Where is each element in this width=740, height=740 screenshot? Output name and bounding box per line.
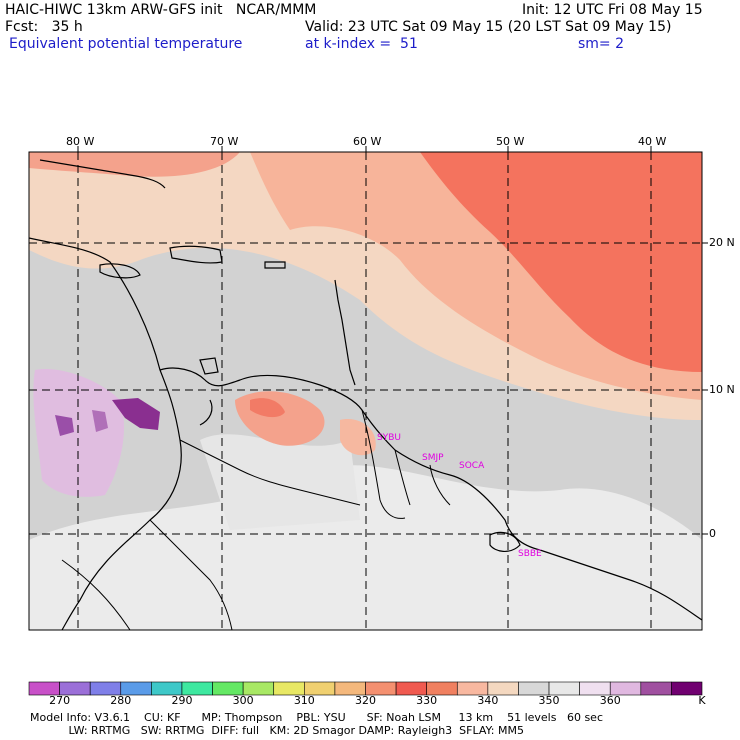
- lon-ticks: [77, 146, 652, 152]
- field-region-salmon-nw: [29, 152, 240, 177]
- model-info-line2: LW: RRTMG SW: RRTMG DIFF: full KM: 2D Sm…: [30, 724, 524, 737]
- forecast-hour: Fcst: 35 h: [5, 19, 83, 35]
- colorbar-tick-label: 290: [171, 694, 193, 707]
- lon-label-80w: 80 W: [66, 135, 95, 148]
- lat-label-20n: 20 N: [709, 236, 735, 249]
- colorbar-tick-label: 280: [110, 694, 132, 707]
- station-sbbe: SBBE: [518, 549, 542, 559]
- field-region-colombia-light: [33, 369, 125, 497]
- colorbar-tick-label: 300: [232, 694, 254, 707]
- lat-label-0: 0: [709, 527, 716, 540]
- lon-label-70w: 70 W: [210, 135, 239, 148]
- colorbar: [28, 681, 703, 696]
- model-title: HAIC-HIWC 13km ARW-GFS init NCAR/MMM: [5, 2, 317, 18]
- init-time: Init: 12 UTC Fri 08 May 15: [522, 2, 703, 18]
- colorbar-tick-label: 270: [49, 694, 71, 707]
- station-sybu: SYBU: [377, 433, 401, 443]
- colorbar-tick-label: 310: [293, 694, 315, 707]
- colorbar-swatch: [671, 681, 703, 696]
- colorbar-swatch: [640, 681, 672, 696]
- lon-label-40w: 40 W: [638, 135, 667, 148]
- colorbar-tick-label: 350: [538, 694, 560, 707]
- smoothing-info: sm= 2: [578, 36, 625, 52]
- lon-label-50w: 50 W: [496, 135, 525, 148]
- lat-ticks: [702, 242, 708, 535]
- lon-label-60w: 60 W: [353, 135, 382, 148]
- colorbar-unit: K: [698, 694, 706, 707]
- field-region-colombia-mid: [55, 415, 74, 436]
- lat-label-10n: 10 N: [709, 383, 735, 396]
- colorbar-tick-label: 360: [599, 694, 621, 707]
- field-name: Equivalent potential temperature: [9, 36, 243, 52]
- field-region-colombia-dark: [112, 398, 160, 430]
- station-smjp: SMJP: [422, 453, 444, 463]
- level-info: at k-index = 51: [305, 36, 418, 52]
- colorbar-tick-label: 320: [355, 694, 376, 707]
- field-region-red: [420, 152, 702, 372]
- station-soca: SOCA: [459, 461, 485, 471]
- valid-time: Valid: 23 UTC Sat 09 May 15 (20 LST Sat …: [305, 19, 672, 35]
- latlon-grid: [29, 152, 702, 630]
- field-region-colombia-mid2: [92, 410, 108, 432]
- field-region-venezuela-core: [250, 398, 285, 418]
- model-info-line1: Model Info: V3.6.1 CU: KF MP: Thompson P…: [30, 711, 603, 724]
- colorbar-tick-label: 330: [416, 694, 438, 707]
- field-region-light2: [200, 434, 360, 530]
- coastlines: [29, 159, 702, 630]
- colorbar-tick-label: 340: [477, 694, 499, 707]
- country-borders: [61, 409, 451, 630]
- field-region-salmon: [250, 152, 702, 400]
